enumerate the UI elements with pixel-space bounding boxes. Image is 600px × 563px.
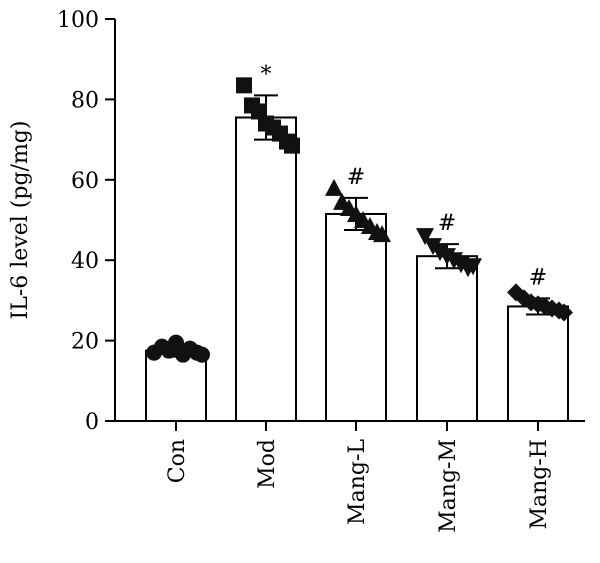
y-tick-label: 0: [85, 410, 99, 435]
significance-mark: *: [261, 62, 272, 87]
y-axis-label: IL-6 level (pg/mg): [8, 121, 33, 320]
data-point: [416, 228, 434, 246]
bar-mang-h: [507, 305, 569, 422]
significance-mark: #: [438, 211, 456, 236]
data-point: [464, 258, 482, 276]
x-tick-label: Mang-L: [345, 439, 370, 525]
x-axis: Con Mod Mang-L Mang-M Mang-H: [115, 420, 585, 533]
points-layer: [146, 77, 573, 363]
y-tick-label: 80: [71, 88, 99, 113]
data-point: [236, 77, 252, 94]
bar-mang-m: [416, 255, 478, 422]
data-point: [325, 178, 343, 196]
bar-mang-l: [325, 212, 387, 422]
significance-mark: #: [529, 265, 547, 290]
data-point: [194, 346, 210, 363]
x-tick-label: Mang-M: [436, 439, 461, 533]
y-tick-label: 100: [57, 8, 99, 33]
y-axis: 0 20 40 60 80 100: [57, 8, 116, 435]
bar-con: [145, 349, 207, 422]
significance-layer: * # # #: [261, 62, 548, 290]
data-point: [251, 103, 267, 120]
y-tick-label: 20: [71, 330, 99, 355]
bars-layer: [145, 116, 569, 423]
bar-mod: [235, 116, 297, 423]
y-tick-label: 60: [71, 169, 99, 194]
data-point: [555, 303, 573, 322]
data-point: [284, 137, 300, 154]
y-tick-label: 40: [71, 249, 99, 274]
significance-mark: #: [347, 165, 365, 190]
x-tick-label: Mod: [255, 439, 280, 489]
data-point: [168, 334, 184, 351]
data-point: [373, 225, 391, 243]
x-tick-label: Con: [165, 439, 190, 483]
x-tick-label: Mang-H: [527, 439, 552, 530]
